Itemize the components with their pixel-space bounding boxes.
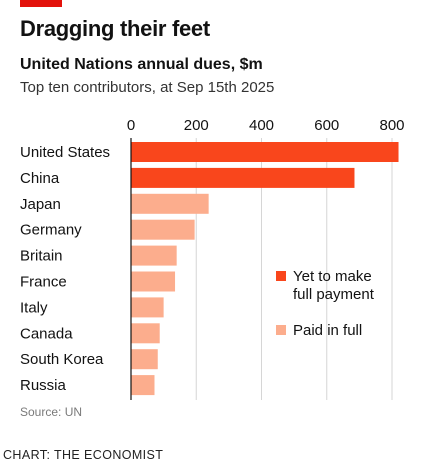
legend-label: Yet to make [293, 268, 372, 285]
legend-label: Paid in full [293, 322, 362, 339]
category-label: United States [20, 144, 110, 161]
x-tick-label: 600 [314, 117, 339, 134]
bar [131, 142, 399, 162]
chart-subtitle: United Nations annual dues, $m [20, 56, 263, 73]
source-note: Source: UN [20, 405, 83, 419]
bar [131, 245, 177, 266]
bar [131, 271, 176, 292]
category-label: China [20, 170, 60, 187]
bar [131, 375, 155, 396]
chart-credit: CHART: THE ECONOMIST [3, 448, 164, 462]
bar [131, 193, 209, 214]
bar [131, 349, 158, 370]
bar [131, 297, 164, 318]
x-tick-label: 800 [379, 117, 404, 134]
x-tick-label: 400 [249, 117, 274, 134]
category-label: France [20, 274, 67, 291]
category-label: Japan [20, 196, 61, 213]
x-tick-label: 0 [127, 117, 135, 134]
bar [131, 323, 160, 344]
legend-label: full payment [293, 286, 375, 303]
category-label: Russia [20, 377, 67, 394]
chart-title: Dragging their feet [20, 16, 210, 41]
category-label: South Korea [20, 351, 104, 368]
category-label: Italy [20, 299, 48, 316]
category-label: Britain [20, 248, 63, 265]
chart-description: Top ten contributors, at Sep 15th 2025 [20, 79, 275, 96]
x-tick-label: 200 [184, 117, 209, 134]
category-label: Canada [20, 325, 73, 342]
bar-chart: 0 200 400 600 800 United States China Japan Germ… [20, 117, 405, 400]
paid-legend-swatch [276, 325, 286, 335]
category-label: Germany [20, 222, 82, 239]
bar [131, 167, 355, 188]
economist-red-tag [20, 0, 62, 7]
unpaid-legend-swatch [276, 271, 286, 281]
chart-card: Dragging their feet United Nations annua… [20, 0, 405, 419]
bar [131, 219, 195, 240]
